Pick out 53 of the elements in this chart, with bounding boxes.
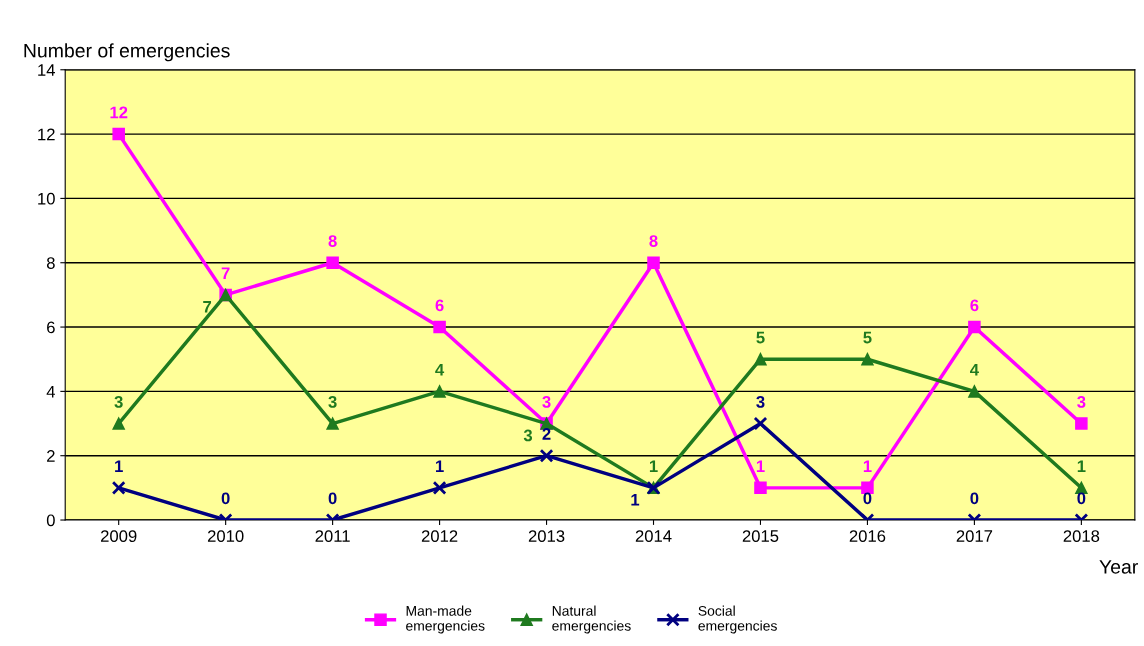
data-label: 6 [970,299,979,312]
x-tick-label: 2014 [635,530,672,542]
y-tick-label: 2 [47,450,55,462]
legend-label: Natural emergencies [552,605,631,634]
x-tick-label: 2018 [1063,530,1100,542]
data-label: 0 [970,492,979,505]
data-label: 5 [863,331,872,344]
data-label: 3 [523,429,533,442]
x-tick-label: 2016 [849,530,886,542]
data-label: 0 [863,492,872,505]
x-tick-label: 2012 [421,530,458,542]
data-label: 1 [631,494,640,506]
data-label: 3 [328,395,337,408]
data-label: 4 [970,363,979,376]
data-label: 1 [863,460,872,472]
x-tick-label: 2010 [207,530,244,542]
y-tick-label: 12 [38,128,55,141]
data-label: 3 [1077,395,1086,408]
y-tick-label: 14 [38,64,55,76]
x-tick-label: 2009 [100,530,137,542]
x-tick-label: 2011 [315,530,350,542]
data-label: 0 [1077,492,1086,505]
data-label: 6 [435,299,444,312]
data-label: 1 [649,460,658,472]
y-axis-title: Number of emergencies [24,43,230,62]
data-label: 3 [114,395,123,408]
data-label: 7 [203,301,212,313]
data-label: 2 [542,428,551,440]
x-tick-label: 2017 [956,530,993,542]
x-tick-label: 2013 [528,530,565,542]
data-label: 3 [756,395,765,408]
data-label: 0 [221,492,230,505]
data-label: 12 [110,106,128,119]
y-tick-label: 8 [46,257,55,269]
data-label: 4 [435,363,445,376]
data-label: 8 [328,235,337,247]
data-label: 3 [542,395,551,408]
data-label: 1 [115,460,123,472]
data-label: 8 [649,235,658,247]
x-tick-label: 2015 [742,530,779,542]
y-tick-label: 0 [46,514,55,527]
data-label: 1 [756,460,765,472]
x-axis-title: Year [1099,560,1138,574]
y-tick-label: 10 [38,192,55,205]
data-label: 0 [328,492,337,505]
data-label: 5 [756,331,765,344]
y-tick-label: 6 [47,321,55,334]
data-label: 1 [1077,460,1086,472]
legend-label: Social emergencies [698,605,777,634]
legend-label: Man-made emergencies [406,605,485,634]
data-label: 7 [221,267,230,279]
data-label: 1 [436,460,444,472]
y-tick-label: 4 [46,385,55,398]
